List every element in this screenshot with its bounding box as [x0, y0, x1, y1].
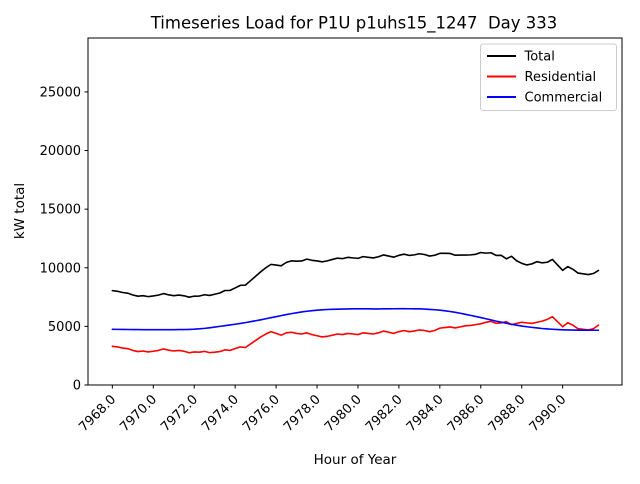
x-tick-label: 7990.0 — [527, 392, 570, 435]
y-tick-label: 0 — [73, 379, 81, 394]
x-tick-label: 7988.0 — [486, 392, 529, 435]
legend: Total Residential Commercial — [480, 43, 617, 111]
legend-item-total: Total — [524, 50, 555, 65]
plot-border — [87, 37, 623, 386]
chart-title: Timeseries Load for P1U p1uhs15_1247 Day… — [150, 14, 558, 34]
y-tick-label: 20000 — [40, 144, 81, 159]
y-tick-label: 5000 — [48, 320, 81, 335]
y-tick-label: 25000 — [40, 85, 81, 100]
data-series — [111, 251, 600, 354]
x-tick-label: 7970.0 — [117, 392, 160, 435]
x-tick-label: 7982.0 — [363, 392, 406, 435]
y-tick-label: 10000 — [40, 261, 81, 276]
x-tick-label: 7976.0 — [240, 392, 283, 435]
x-tick-label: 7986.0 — [445, 392, 488, 435]
legend-item-residential: Residential — [525, 70, 597, 85]
legend-box — [480, 43, 617, 111]
x-tick-label: 7968.0 — [76, 392, 119, 435]
x-tick-label: 7978.0 — [281, 392, 324, 435]
legend-item-commercial: Commercial — [525, 91, 603, 106]
x-tick-label: 7980.0 — [322, 392, 365, 435]
series-line-commercial — [111, 307, 600, 332]
series-line-total — [111, 251, 600, 298]
x-tick-label: 7984.0 — [404, 392, 447, 435]
x-axis-label: Hour of Year — [314, 452, 397, 468]
y-axis-label: kW total — [12, 183, 28, 239]
series-line-residential — [111, 315, 600, 354]
x-tick-label: 7972.0 — [158, 392, 201, 435]
y-tick-label: 15000 — [40, 203, 81, 218]
x-tick-label: 7974.0 — [199, 392, 242, 435]
